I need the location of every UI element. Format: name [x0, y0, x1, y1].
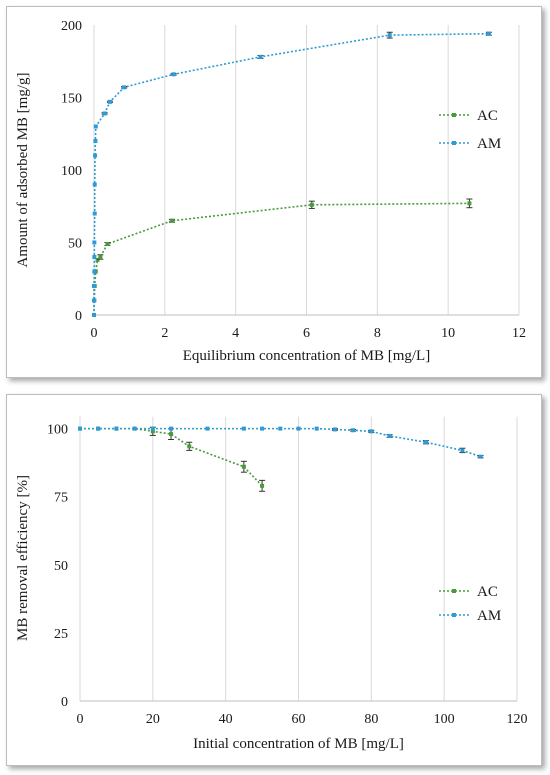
y-tick-label: 0: [75, 309, 82, 324]
y-axis-title: MB removal efficiency [%]: [15, 475, 31, 641]
series-am-point: [92, 298, 96, 303]
legend-marker-am: [452, 613, 456, 617]
series-am-point: [132, 426, 137, 431]
series-am-point: [205, 426, 210, 431]
series-am-point: [478, 454, 483, 459]
series-am-point: [92, 269, 97, 274]
series-am-point: [169, 426, 174, 431]
removal-efficiency-chart-panel: 0 20 40 60 80 100 120 0 25 50 75 100 Initial concent…: [6, 394, 542, 766]
series-am-point: [114, 426, 119, 431]
series-am-point: [92, 240, 97, 245]
series-am-point: [260, 426, 265, 431]
series-am-point: [92, 255, 97, 259]
legend-marker-am: [452, 141, 456, 145]
series-am-point: [423, 440, 428, 445]
series-am-point: [332, 427, 337, 432]
y-tick-label: 150: [61, 92, 82, 107]
series-am-point: [258, 54, 263, 59]
legend-label-ac: AC: [477, 584, 498, 600]
x-tick-label: 0: [91, 326, 98, 341]
x-tick-label: 0: [77, 712, 84, 727]
series-am-point: [93, 124, 98, 129]
series-am-point: [278, 426, 283, 431]
legend-marker-ac: [452, 113, 456, 117]
series-am-point: [314, 426, 319, 431]
y-tick-label: 100: [47, 423, 68, 438]
series-am-trendline: [80, 427, 481, 458]
series-ac-point: [169, 218, 174, 223]
series-am-point: [150, 426, 155, 431]
series-ac-point: [187, 444, 192, 449]
series-am-point: [96, 426, 101, 431]
x-tick-label: 2: [161, 326, 168, 341]
series-am-point: [93, 153, 98, 158]
series-am-point: [486, 31, 491, 36]
y-tick-label: 75: [54, 491, 68, 506]
removal-efficiency-chart: 0 20 40 60 80 100 120 0 25 50 75 100 Initial concent…: [15, 416, 528, 752]
series-ac-point: [309, 202, 314, 207]
series-am-point: [351, 428, 356, 433]
series-am-point: [92, 284, 96, 288]
adsorption-isotherm-chart-panel: 0 2 4 6 8 10 12 0 50 100 150 200 Equilibrium concent…: [6, 6, 542, 378]
y-axis-title: Amount of adsorbed MB [mg/g]: [15, 73, 31, 268]
series-am-point: [107, 99, 112, 104]
x-tick-label: 8: [374, 326, 381, 341]
series-ac-trendline: [93, 202, 470, 316]
x-tick-label: 12: [512, 326, 526, 341]
series-am-point: [93, 139, 98, 143]
series-ac-point: [241, 464, 246, 469]
series-ac-point: [169, 432, 174, 437]
legend-label-am: AM: [477, 608, 501, 624]
series-am-point: [387, 33, 392, 38]
y-tick-label: 50: [54, 559, 68, 574]
y-tick-label: 25: [54, 627, 68, 642]
series-ac-point: [467, 201, 472, 206]
series-am-point: [92, 211, 97, 216]
series-am-point: [122, 85, 127, 90]
series-am-point: [296, 426, 301, 431]
x-tick-label: 60: [292, 712, 306, 727]
series-am-point: [369, 429, 374, 434]
legend-label-am: AM: [477, 136, 501, 152]
series-ac-point: [260, 483, 265, 488]
y-tick-label: 200: [61, 19, 82, 34]
series-am-point: [78, 426, 82, 431]
series-am-point: [460, 448, 465, 453]
series-ac-point: [105, 241, 110, 246]
x-tick-label: 20: [146, 712, 160, 727]
series-am-point: [102, 111, 107, 116]
series-am-point: [387, 433, 392, 438]
series-am-point: [92, 182, 97, 187]
adsorption-isotherm-chart: 0 2 4 6 8 10 12 0 50 100 150 200 Equilibrium concent…: [15, 19, 526, 364]
series-am-point: [241, 426, 246, 431]
x-axis-title: Equilibrium concentration of MB [mg/L]: [183, 348, 430, 364]
x-axis-title: Initial concentration of MB [mg/L]: [193, 736, 404, 752]
legend-marker-ac: [452, 589, 456, 593]
legend-label-ac: AC: [477, 108, 498, 124]
x-tick-label: 6: [303, 326, 310, 341]
y-tick-label: 0: [61, 695, 68, 710]
x-tick-label: 120: [507, 712, 528, 727]
series-am-trendline: [93, 32, 489, 315]
series-ac-point: [150, 429, 155, 434]
y-tick-label: 100: [61, 164, 82, 179]
x-tick-label: 4: [232, 326, 239, 341]
series-ac-point: [95, 257, 100, 262]
x-tick-label: 80: [364, 712, 378, 727]
y-tick-label: 50: [68, 237, 82, 252]
series-am-point: [92, 313, 96, 317]
x-tick-label: 10: [441, 326, 455, 341]
x-tick-label: 40: [219, 712, 233, 727]
series-ac-point: [98, 255, 103, 259]
series-am-point: [171, 72, 176, 77]
x-tick-label: 100: [434, 712, 455, 727]
